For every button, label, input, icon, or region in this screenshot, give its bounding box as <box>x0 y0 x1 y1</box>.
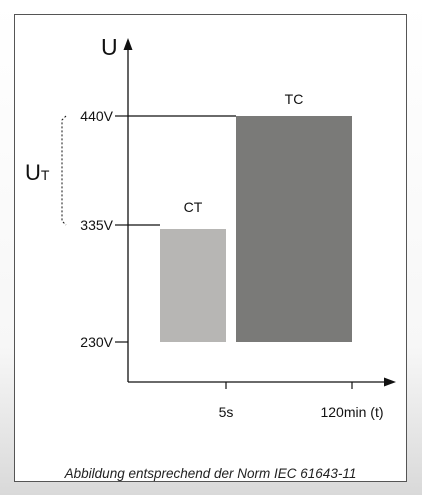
figure-caption: Abbildung entsprechend der Norm IEC 6164… <box>64 466 357 481</box>
bar-label-tc: TC <box>285 91 304 107</box>
bar-label-ct: CT <box>184 199 203 215</box>
x-tick-label-5s: 5s <box>219 404 234 420</box>
bar-tc <box>236 116 352 342</box>
x-tick-label-120min: 120min (t) <box>320 404 383 420</box>
bar-ct <box>160 229 226 342</box>
y-axis-label: U <box>101 34 118 60</box>
y-tick-label-230: 230V <box>80 334 113 350</box>
ut-label-main: U <box>25 160 41 185</box>
y-tick-label-335: 335V <box>80 217 113 233</box>
ut-bracket <box>61 115 67 226</box>
ut-label-sub: T <box>41 167 50 183</box>
y-axis-arrow-icon <box>123 38 133 50</box>
ut-label: UT <box>25 160 50 185</box>
y-tick-label-440: 440V <box>80 108 113 124</box>
x-axis-arrow-icon <box>384 377 396 387</box>
